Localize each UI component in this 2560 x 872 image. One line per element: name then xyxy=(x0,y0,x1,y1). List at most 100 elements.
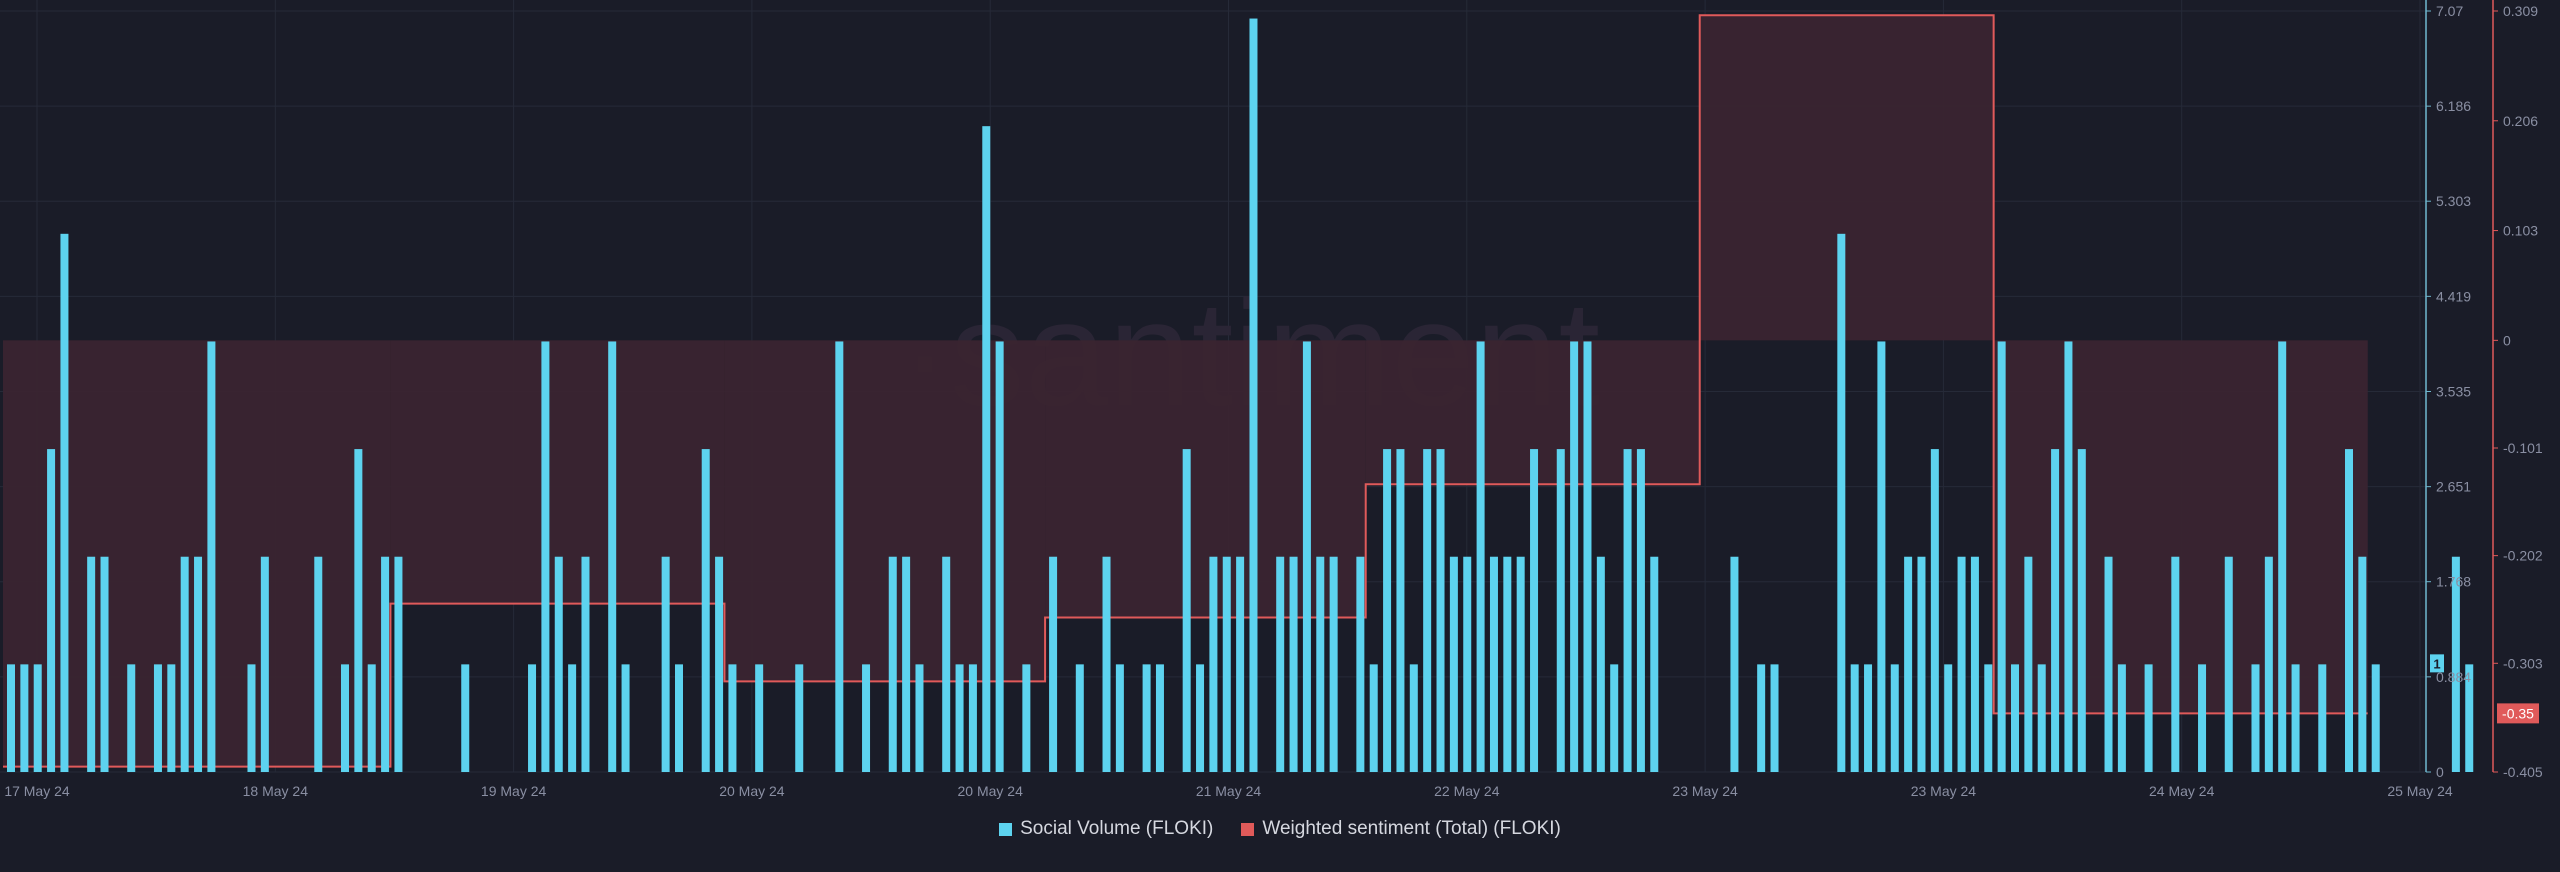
volume-bar xyxy=(715,556,724,772)
volume-bar xyxy=(728,664,737,772)
volume-bar xyxy=(180,556,189,772)
volume-bar xyxy=(2144,664,2153,772)
volume-bar xyxy=(968,664,977,772)
volume-bar xyxy=(2345,449,2353,772)
volume-bar xyxy=(621,664,630,772)
sentiment-area-segment xyxy=(1699,15,1994,341)
volume-bar xyxy=(2024,556,2033,772)
right-axis-tick-label: 0 xyxy=(2503,332,2511,348)
volume-bar xyxy=(568,664,577,772)
right-axis-tick-label: 0.103 xyxy=(2503,223,2538,239)
volume-bar xyxy=(394,556,403,772)
volume-bar xyxy=(1757,664,1766,772)
volume-bar xyxy=(60,233,69,772)
sentiment-area-segment xyxy=(1993,340,2368,714)
volume-bar xyxy=(314,556,323,772)
x-axis-tick-label: 20 May 24 xyxy=(719,783,785,799)
volume-bar xyxy=(1409,664,1418,772)
legend-label-sentiment: Weighted sentiment (Total) (FLOKI) xyxy=(1262,818,1561,839)
volume-bar xyxy=(1583,341,1592,772)
volume-bar xyxy=(1236,556,1245,772)
volume-bar xyxy=(1102,556,1111,772)
volume-bar xyxy=(1837,233,1846,772)
volume-bar xyxy=(167,664,176,772)
volume-bar xyxy=(2077,449,2086,772)
volume-bar xyxy=(1516,556,1525,772)
volume-bar xyxy=(1436,449,1445,772)
volume-bar xyxy=(1396,449,1405,772)
volume-bar xyxy=(1449,556,1458,772)
volume-bar xyxy=(461,664,470,772)
right-axis-tick-label: 0.309 xyxy=(2503,3,2538,19)
volume-bar xyxy=(1249,18,1258,772)
volume-bar xyxy=(1196,664,1205,772)
volume-bar xyxy=(33,664,42,772)
volume-bar xyxy=(1770,664,1779,772)
volume-bar xyxy=(2358,556,2367,772)
volume-bar xyxy=(1997,341,2006,772)
x-axis-tick-label: 17 May 24 xyxy=(4,783,70,799)
volume-bar xyxy=(127,664,136,772)
volume-bar xyxy=(153,664,162,772)
left-axis-tick-label: 6.186 xyxy=(2436,98,2471,114)
volume-bar xyxy=(1957,556,1966,772)
volume-bar xyxy=(661,556,670,772)
legend-item-social-volume[interactable]: Social Volume (FLOKI) xyxy=(999,818,1213,840)
volume-bar xyxy=(2318,664,2327,772)
volume-bar xyxy=(995,341,1004,772)
volume-bar xyxy=(541,341,550,772)
volume-bar xyxy=(381,556,390,772)
volume-bar xyxy=(835,341,844,772)
volume-bar xyxy=(1850,664,1859,772)
volume-bar xyxy=(608,341,617,772)
volume-bar xyxy=(2104,556,2113,772)
volume-bar xyxy=(1289,556,1298,772)
volume-bar xyxy=(1022,664,1031,772)
axis-layer: 0 0.884 1.768 2.651 3.535 4.419 5.303 6.186 7.07… xyxy=(4,0,2543,799)
volume-bar xyxy=(862,664,871,772)
left-axis-tick-label: 1.768 xyxy=(2436,574,2471,590)
volume-bar xyxy=(1276,556,1285,772)
volume-bar xyxy=(1530,449,1539,772)
volume-bar xyxy=(915,664,924,772)
bar-layer xyxy=(7,18,2474,773)
volume-bar xyxy=(1864,664,1873,772)
sentiment-area-segment xyxy=(724,340,1046,682)
x-axis-tick-label: 22 May 24 xyxy=(1434,783,1500,799)
volume-bar xyxy=(2198,664,2207,772)
volume-bar xyxy=(1650,556,1659,772)
volume-bar xyxy=(1970,556,1979,772)
volume-bar xyxy=(1930,449,1939,772)
volume-bar xyxy=(2264,556,2273,772)
volume-bar xyxy=(7,664,15,772)
left-axis-tick-label: 0.884 xyxy=(2436,669,2471,685)
volume-bar xyxy=(1155,664,1164,772)
volume-value-badge-label: 1 xyxy=(2433,656,2440,671)
volume-bar xyxy=(1209,556,1218,772)
volume-bar xyxy=(554,556,563,772)
x-axis-tick-label: 25 May 24 xyxy=(2387,783,2453,799)
volume-bar xyxy=(2278,341,2287,772)
volume-bar xyxy=(1369,664,1378,772)
volume-bar xyxy=(1383,449,1392,772)
volume-bar xyxy=(955,664,964,772)
volume-bar xyxy=(1182,449,1191,772)
volume-bar xyxy=(1356,556,1365,772)
legend-label-social-volume: Social Volume (FLOKI) xyxy=(1020,818,1214,839)
sentiment-line xyxy=(3,14,2368,768)
legend-item-sentiment[interactable]: Weighted sentiment (Total) (FLOKI) xyxy=(1241,818,1561,840)
volume-bar xyxy=(1877,341,1886,772)
volume-bar xyxy=(100,556,109,772)
volume-bar xyxy=(2171,556,2180,772)
volume-bar xyxy=(2224,556,2233,772)
volume-bar xyxy=(260,556,269,772)
volume-bar xyxy=(675,664,683,772)
volume-bar xyxy=(1329,556,1338,772)
volume-bar xyxy=(942,556,951,772)
volume-bar xyxy=(1049,556,1058,772)
volume-bar xyxy=(902,556,911,772)
volume-bar xyxy=(2117,664,2126,772)
volume-bar xyxy=(795,664,804,772)
volume-bar xyxy=(1316,556,1325,772)
